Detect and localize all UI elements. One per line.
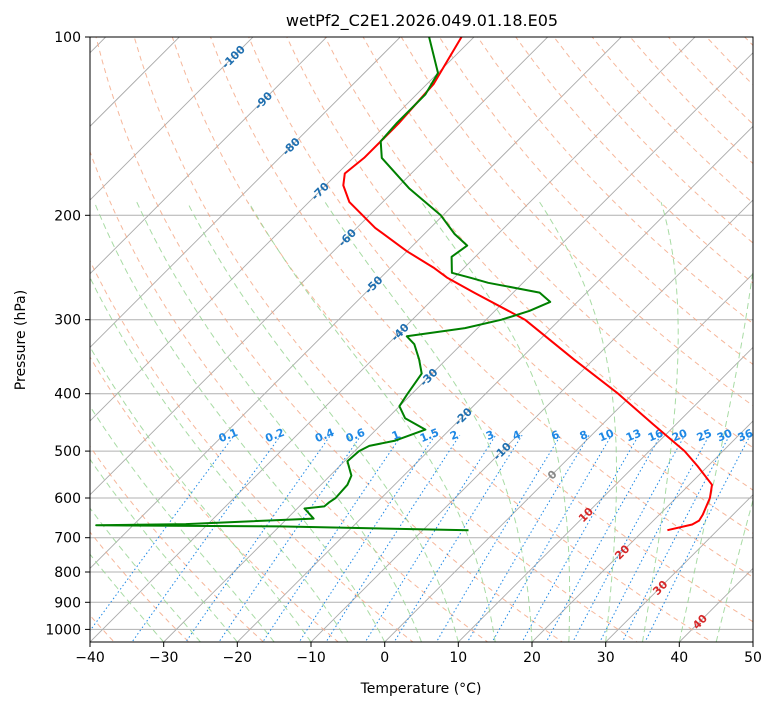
isotherm-line <box>90 37 475 422</box>
y-tick-label: 1000 <box>45 622 81 638</box>
x-tick-label: −20 <box>223 650 253 666</box>
mixing-ratio-line <box>491 434 613 642</box>
moist-adiabat-line <box>90 405 275 642</box>
moist-adiabat-line <box>715 498 753 642</box>
dry-adiabat-line <box>133 37 638 642</box>
mixing-ratio-line <box>599 434 710 642</box>
x-axis-label: Temperature (°C) <box>360 681 482 697</box>
x-tick-label: −30 <box>149 650 179 666</box>
isotherm-line <box>90 37 328 275</box>
isotherm-line <box>531 420 753 642</box>
mixing-ratio-label: 3 <box>484 428 496 443</box>
temperature-profile-line <box>342 37 713 532</box>
y-tick-label: 400 <box>54 387 81 403</box>
x-tick-label: 10 <box>449 650 467 666</box>
mixing-ratio-label: 13 <box>624 427 643 445</box>
mixing-ratio-label: 10 <box>597 426 616 444</box>
mixing-ratio-line <box>131 434 282 642</box>
mixing-ratio-line <box>262 434 403 642</box>
y-axis-label: Pressure (hPa) <box>13 290 29 390</box>
x-tick-label: −40 <box>75 650 105 666</box>
dry-adiabat-line <box>400 37 753 407</box>
mixing-ratio-line <box>572 434 686 642</box>
x-tick-label: −10 <box>296 650 326 666</box>
dry-adiabat-line <box>90 445 265 642</box>
x-tick-label: 0 <box>380 650 389 666</box>
isotherm-line <box>457 346 753 642</box>
moist-adiabat-line <box>421 201 571 642</box>
dry-adiabat-line <box>477 37 753 325</box>
moist-adiabat-line <box>93 201 386 642</box>
mixing-ratio-line <box>364 434 497 642</box>
dry-adiabat-line <box>90 356 339 642</box>
moist-adiabat-line <box>90 345 312 642</box>
x-tick-label: 20 <box>523 650 541 666</box>
mixing-ratio-line <box>545 434 662 642</box>
dewpoint-profile-line <box>95 37 552 532</box>
mixing-ratio-line <box>644 434 751 642</box>
x-tick-label: 30 <box>597 650 615 666</box>
isotherm-line <box>90 37 180 127</box>
moist-adiabat-line <box>678 265 753 642</box>
moist-adiabat-line <box>136 201 422 642</box>
axes-layer: −40 −30 −20 −10 0 10 20 30 40 50 1000 900 800 700 600 5… <box>45 30 762 666</box>
mixing-ratio-label: 36 <box>736 426 755 444</box>
dry-adiabat-line <box>90 150 489 642</box>
mixing-ratio-label: 25 <box>695 427 714 445</box>
dry-adiabat-line <box>286 37 753 534</box>
isotherm-line <box>90 37 254 201</box>
dry-adiabat-line <box>90 259 414 642</box>
isotherm-line <box>90 37 622 570</box>
y-tick-label: 100 <box>54 30 81 46</box>
plot-frame <box>89 36 754 643</box>
isotherm-line <box>384 273 753 642</box>
chart-title: wetPf2_C2E1.2026.049.01.18.E05 <box>286 11 558 31</box>
y-tick-label: 600 <box>54 491 81 507</box>
dry-adiabat-line <box>171 37 713 642</box>
dry-adiabat-line <box>95 37 564 642</box>
plot-layer: 0.1 0.2 0.4 0.6 1 1.5 2 3 4 6 8 10 13 16 20 25 30 36-100-… <box>90 37 755 642</box>
mixing-ratio-line <box>218 434 362 642</box>
y-tick-label: 300 <box>54 313 81 329</box>
isotherm-line <box>163 52 753 642</box>
plot-area <box>90 37 753 642</box>
x-tick-label: 40 <box>670 650 688 666</box>
isotherm-line <box>90 37 549 496</box>
y-tick-label: 200 <box>54 208 81 224</box>
y-tick-label: 700 <box>54 531 81 547</box>
isotherm-line <box>90 37 401 348</box>
mixing-ratio-line <box>435 434 562 642</box>
moist-adiabat-line <box>248 201 496 642</box>
isotherm-line <box>236 125 753 642</box>
dry-adiabat-line <box>248 37 753 578</box>
mixing-ratio-line <box>466 434 590 642</box>
isotherm-line <box>90 37 696 642</box>
isotherm-line <box>605 494 753 642</box>
dry-adiabat-line <box>209 37 753 623</box>
isotherm-line <box>310 199 753 642</box>
moist-adiabat-line <box>90 276 349 642</box>
y-tick-label: 900 <box>54 595 81 611</box>
mixing-ratio-line <box>521 434 640 642</box>
x-tick-label: 50 <box>744 650 762 666</box>
y-tick-label: 800 <box>54 565 81 581</box>
mixing-ratio-label: 2 <box>448 428 460 443</box>
mixing-ratio-label: 30 <box>715 426 734 444</box>
y-tick-label: 500 <box>54 444 81 460</box>
mixing-ratio-label: 8 <box>578 428 590 443</box>
mixing-ratio-label: 1 <box>390 428 402 443</box>
mixing-ratio-line <box>621 434 731 642</box>
mixing-ratio-label: 20 <box>670 426 689 444</box>
